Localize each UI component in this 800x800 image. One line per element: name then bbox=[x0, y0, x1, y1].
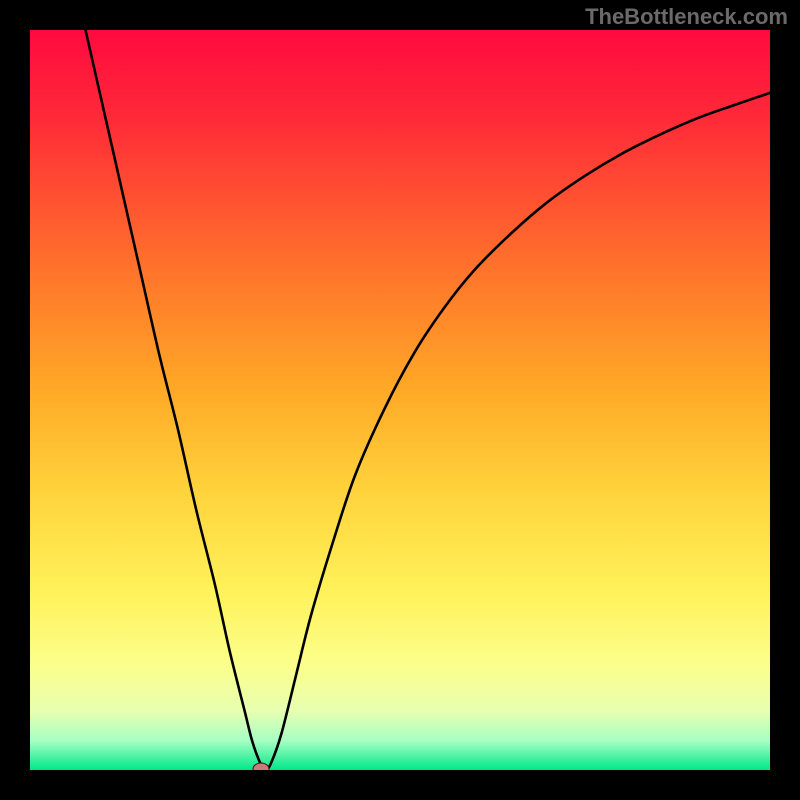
watermark-text: TheBottleneck.com bbox=[585, 4, 788, 30]
optimal-point-marker bbox=[252, 762, 269, 770]
chart-curve-layer bbox=[30, 30, 770, 770]
chart-plot-area bbox=[30, 30, 770, 770]
bottleneck-curve bbox=[86, 30, 771, 770]
